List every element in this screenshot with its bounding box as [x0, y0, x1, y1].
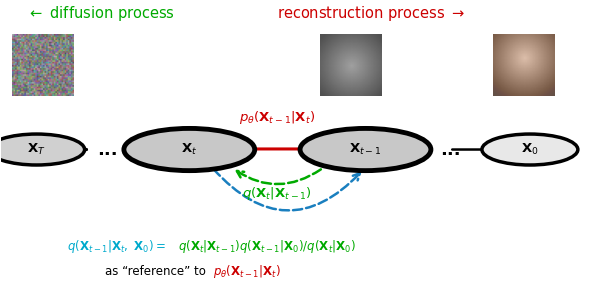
Text: $\mathbf{X}_0$: $\mathbf{X}_0$ [521, 142, 539, 157]
Text: $p_{\theta}(\mathbf{X}_{t-1}|\mathbf{X}_t)$: $p_{\theta}(\mathbf{X}_{t-1}|\mathbf{X}_… [213, 263, 281, 281]
Text: $q(\mathbf{X}_t|\mathbf{X}_{t-1})q(\mathbf{X}_{t-1}|\mathbf{X}_0)/q(\mathbf{X}_t: $q(\mathbf{X}_t|\mathbf{X}_{t-1})q(\math… [178, 238, 356, 255]
Text: $\mathbf{X}_T$: $\mathbf{X}_T$ [27, 142, 46, 157]
Text: reconstruction process $\rightarrow$: reconstruction process $\rightarrow$ [277, 3, 466, 23]
Ellipse shape [482, 134, 578, 165]
Ellipse shape [124, 128, 255, 171]
Text: $p_{\theta}(\mathbf{X}_{t-1}|\mathbf{X}_t)$: $p_{\theta}(\mathbf{X}_{t-1}|\mathbf{X}_… [240, 109, 316, 126]
FancyArrowPatch shape [237, 169, 321, 184]
Text: ...: ... [97, 140, 117, 158]
Text: ...: ... [440, 140, 461, 158]
Text: $\leftarrow$ diffusion process: $\leftarrow$ diffusion process [27, 3, 175, 23]
Text: $\mathbf{X}_{t-1}$: $\mathbf{X}_{t-1}$ [349, 142, 382, 157]
FancyArrowPatch shape [214, 169, 360, 210]
Ellipse shape [0, 134, 84, 165]
Text: as “reference” to: as “reference” to [105, 265, 210, 279]
Text: $q(\mathbf{X}_t|\mathbf{X}_{t-1})$: $q(\mathbf{X}_t|\mathbf{X}_{t-1})$ [242, 185, 312, 202]
Text: $\mathbf{X}_t$: $\mathbf{X}_t$ [181, 142, 198, 157]
Text: $q(\mathbf{X}_{t-1}|\mathbf{X}_t,\ \mathbf{X}_0)=$: $q(\mathbf{X}_{t-1}|\mathbf{X}_t,\ \math… [67, 238, 166, 255]
Ellipse shape [300, 128, 431, 171]
